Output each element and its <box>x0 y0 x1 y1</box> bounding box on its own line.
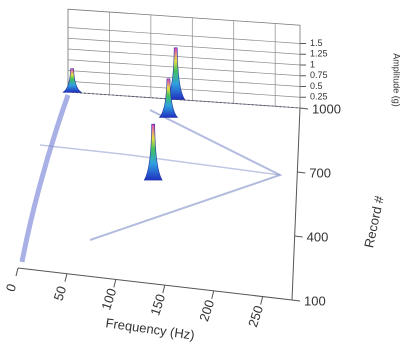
z-tick-label: 1 <box>310 59 315 69</box>
x-tick-label: 150 <box>147 292 168 317</box>
ridge <box>19 94 71 263</box>
x-tick-label: 50 <box>51 284 70 302</box>
axis-line <box>67 91 301 109</box>
wall-grid-line <box>67 27 301 44</box>
x-tick <box>64 273 68 282</box>
peak <box>158 78 179 118</box>
y-axis-label: Record # <box>361 194 387 249</box>
z-tick-label: 0.25 <box>310 92 328 102</box>
y-tick <box>291 299 301 302</box>
y-tick-label: 1000 <box>312 101 341 116</box>
z-tick-label: 0.5 <box>310 81 323 91</box>
axis-line <box>291 107 301 301</box>
z-tick-label: 1.5 <box>310 38 323 48</box>
y-tick-label: 400 <box>307 229 329 244</box>
z-tick-label: 1.25 <box>310 49 328 59</box>
y-tick <box>297 171 306 174</box>
y-tick-label: 700 <box>309 165 331 180</box>
peak <box>166 47 186 100</box>
wall-grid-line <box>67 70 301 87</box>
x-axis-label: Frequency (Hz) <box>105 315 196 342</box>
z-tick-label: 0.75 <box>310 70 328 80</box>
peak <box>62 68 83 93</box>
x-tick-label: 200 <box>196 298 217 323</box>
x-tick <box>260 296 264 305</box>
axis-line <box>17 267 293 301</box>
y-tick <box>299 107 309 110</box>
x-tick-label: 100 <box>98 286 119 311</box>
back-wall <box>67 8 301 109</box>
x-tick-label: 250 <box>245 304 266 329</box>
wall-grid-line <box>67 59 301 77</box>
wall-grid-line <box>67 80 301 98</box>
wall-grid-line <box>67 48 301 66</box>
peak <box>143 123 163 181</box>
z-axis-label: Amplitude (g) <box>392 53 402 107</box>
x-tick <box>113 279 117 288</box>
y-tick-label: 100 <box>304 293 326 308</box>
x-tick-label: 0 <box>3 282 20 294</box>
wall-grid-line <box>67 37 301 55</box>
x-tick <box>162 285 166 294</box>
ridge <box>89 109 283 241</box>
x-tick <box>15 267 19 277</box>
x-tick <box>211 290 215 299</box>
ridge <box>39 144 281 176</box>
y-tick <box>294 235 303 238</box>
